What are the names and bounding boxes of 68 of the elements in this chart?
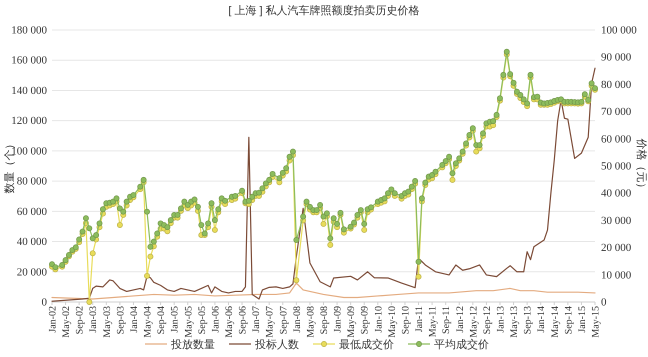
y2-tick-label: 70 000 xyxy=(601,106,632,118)
x-tick-label: May-06 xyxy=(224,306,235,338)
x-tick-label: May-09 xyxy=(346,306,358,338)
x-tick-label: Jan-02 xyxy=(48,306,58,333)
x-tick-label: May-05 xyxy=(183,306,194,338)
x-tick-label: Jan-09 xyxy=(332,306,344,333)
x-tick-label: Sep-08 xyxy=(319,306,330,334)
x-tick-label: Jan-04 xyxy=(128,306,140,333)
legend-label: 投放数量 xyxy=(170,339,215,351)
x-tick-label: May-12 xyxy=(468,306,480,338)
x-tick-label: May-03 xyxy=(102,306,113,338)
x-tick-label: Sep-09 xyxy=(360,306,371,334)
y2-tick-label: 40 000 xyxy=(601,188,632,200)
x-tick-label: Sep-02 xyxy=(74,306,86,334)
legend-label: 最低成交价 xyxy=(339,338,394,351)
y2-axis-title: 价格（元） xyxy=(635,138,647,194)
y-tick-label: 20 000 xyxy=(16,266,48,278)
x-tick-label: May-10 xyxy=(386,306,398,338)
legend-label: 投标人数 xyxy=(254,339,299,351)
x-tick-label: Jan-03 xyxy=(88,306,100,333)
y-tick-label: 160 000 xyxy=(11,54,48,67)
y-tick-label: 80 000 xyxy=(16,176,48,188)
x-tick-label: Jan-10 xyxy=(373,306,384,333)
x-tick-label: Sep-12 xyxy=(482,306,493,334)
x-tick-label: May-14 xyxy=(550,306,561,338)
x-tick-label: Sep-13 xyxy=(522,306,534,334)
x-tick-label: Sep-03 xyxy=(115,306,126,334)
y2-tick-label: 0 xyxy=(601,296,607,308)
x-tick-label: Sep-14 xyxy=(563,306,574,334)
y-tick-label: 40 000 xyxy=(16,236,48,248)
x-tick-label: Sep-10 xyxy=(400,306,412,334)
x-tick-label: Sep-06 xyxy=(238,306,249,334)
y-tick-label: 0 xyxy=(42,296,48,308)
x-tick-label: Jan-08 xyxy=(292,306,303,333)
y2-tick-label: 50 000 xyxy=(601,160,632,172)
x-tick-label: Sep-11 xyxy=(441,306,452,334)
y-tick-label: 100 000 xyxy=(11,145,48,158)
y2-tick-label: 100 000 xyxy=(601,24,638,36)
x-tick-label: May-15 xyxy=(590,306,602,338)
x-tick-label: May-08 xyxy=(305,306,316,338)
y2-tick-label: 60 000 xyxy=(601,133,632,146)
legend-label: 平均成交价 xyxy=(434,338,489,351)
y-tick-label: 180 000 xyxy=(11,24,48,36)
x-tick-label: May-04 xyxy=(142,306,154,338)
x-tick-label: May-07 xyxy=(264,306,276,338)
y2-tick-label: 20 000 xyxy=(601,242,632,254)
x-tick-label: Jan-05 xyxy=(170,306,181,333)
y-tick-label: 120 000 xyxy=(11,115,48,128)
x-tick-label: May-02 xyxy=(61,306,72,338)
x-tick-label: Jan-11 xyxy=(414,306,426,332)
chart-title: [ 上海 ] 私人汽车牌照额度拍卖历史价格 xyxy=(228,4,420,17)
x-tick-label: May-13 xyxy=(509,306,520,338)
y2-tick-label: 30 000 xyxy=(601,214,632,227)
x-tick-label: Jan-15 xyxy=(576,306,588,333)
x-tick-label: Jan-07 xyxy=(251,306,262,333)
y-tick-label: 140 000 xyxy=(11,84,48,97)
x-tick-label: Sep-05 xyxy=(196,306,208,334)
x-tick-label: May-11 xyxy=(428,306,439,338)
x-tick-label: Jan-13 xyxy=(495,306,506,333)
x-tick-label: Sep-07 xyxy=(278,306,290,334)
y2-tick-label: 80 000 xyxy=(601,78,632,91)
x-tick-label: Jan-06 xyxy=(210,306,222,333)
x-tick-label: Jan-14 xyxy=(536,306,548,333)
y2-tick-label: 90 000 xyxy=(601,52,632,64)
x-tick-label: Sep-04 xyxy=(156,306,168,334)
x-tick-label: Jan-12 xyxy=(454,306,466,333)
y2-tick-label: 10 000 xyxy=(601,269,632,282)
y-tick-label: 60 000 xyxy=(16,206,48,218)
